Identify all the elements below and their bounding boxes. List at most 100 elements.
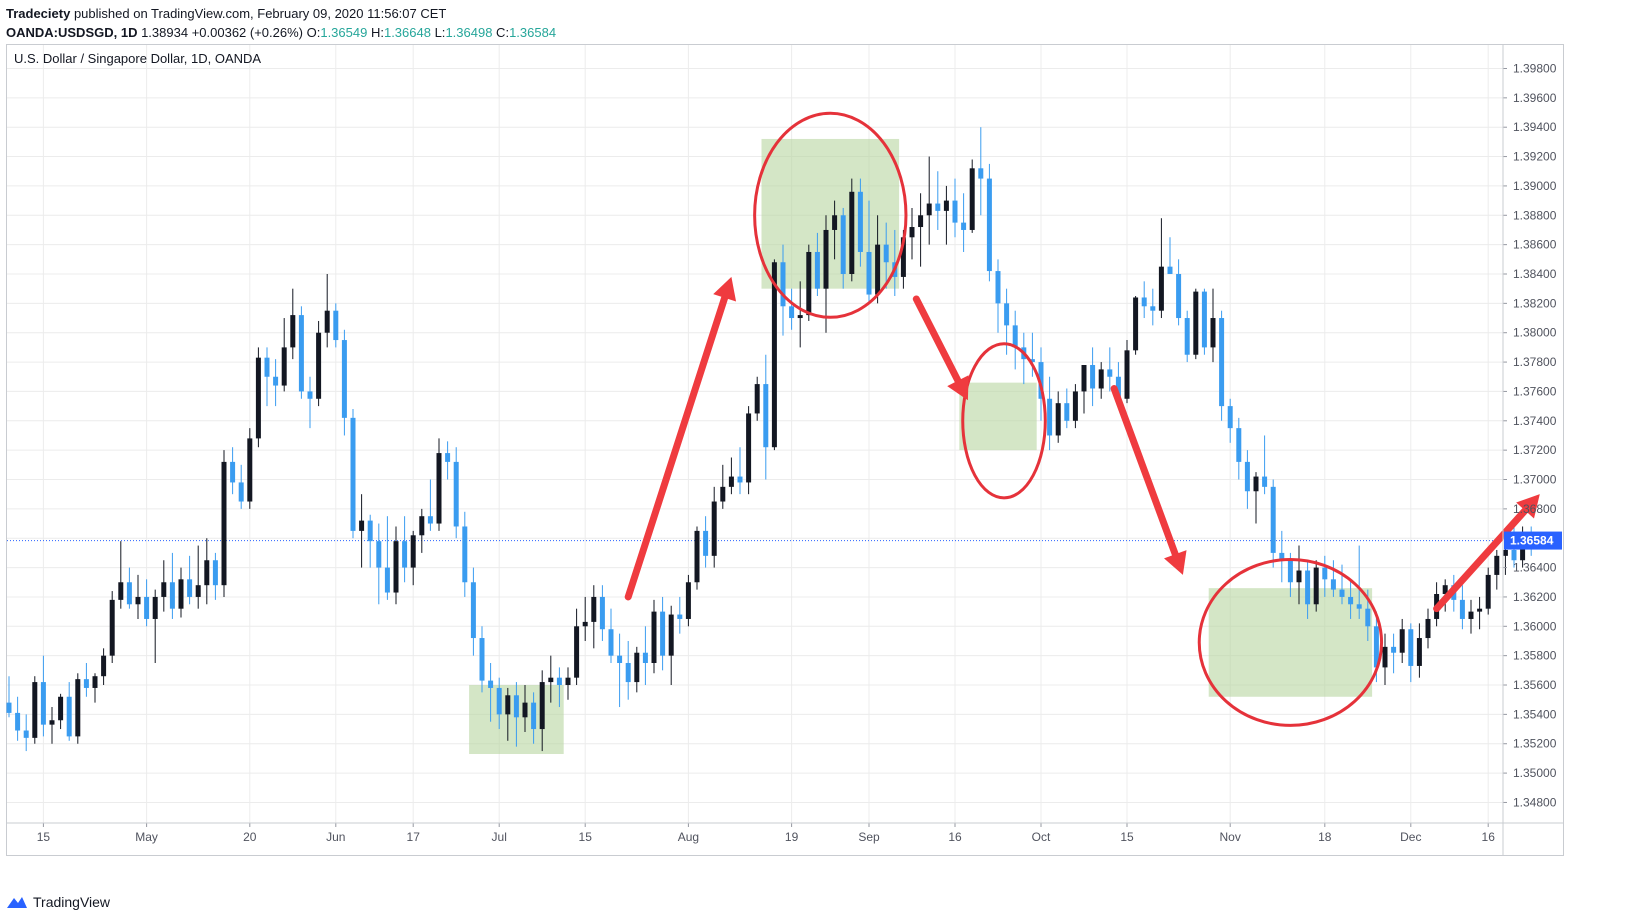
high-value: 1.36648 <box>383 25 431 40</box>
x-tick-label: Oct <box>1032 830 1051 844</box>
trend-arrow-shaft <box>912 295 962 385</box>
candle-body <box>943 200 949 211</box>
candle-body <box>849 191 855 274</box>
y-tick-label: 1.36000 <box>1513 619 1557 633</box>
candle-body <box>1236 428 1242 462</box>
candle-body <box>694 530 700 583</box>
candle-body <box>1322 567 1328 580</box>
candle-body <box>926 203 932 216</box>
candle-body <box>1279 552 1285 561</box>
candle-body <box>918 215 924 228</box>
candle-body <box>1468 611 1474 619</box>
author-name[interactable]: Tradeciety <box>6 6 71 21</box>
trend-arrow-head <box>1164 550 1187 575</box>
candle-body <box>1072 391 1078 421</box>
low-label: L: <box>430 25 446 40</box>
candle-body <box>1502 549 1508 556</box>
candle-body <box>1391 646 1397 653</box>
candle-body <box>1425 618 1431 639</box>
candle-body <box>1227 406 1233 429</box>
x-tick-label: 16 <box>1482 830 1496 844</box>
candle-body <box>1296 570 1302 583</box>
symbol-label: OANDA:USDSGD, 1D <box>6 25 138 40</box>
y-tick-label: 1.39400 <box>1513 120 1557 134</box>
candle-body <box>23 730 29 738</box>
y-tick-label: 1.35800 <box>1513 649 1557 663</box>
candle-body <box>92 676 98 688</box>
x-tick-label: 19 <box>785 830 799 844</box>
y-tick-label: 1.35400 <box>1513 707 1557 721</box>
candle-body <box>505 695 511 715</box>
candle-body <box>255 357 261 439</box>
trend-arrow-head <box>947 375 969 401</box>
candle-body <box>1219 318 1225 407</box>
last-price: 1.38934 <box>137 25 189 40</box>
x-tick-label: Aug <box>678 830 699 844</box>
y-tick-label: 1.36800 <box>1513 502 1557 516</box>
candle-body <box>969 168 975 230</box>
tradingview-logo-icon[interactable] <box>6 894 28 910</box>
candle-body <box>58 696 64 721</box>
candle-body <box>539 682 545 730</box>
axes-layer: 1.34800 1.35000 1.35200 1.35400 1.35600 1.358… <box>7 45 1563 855</box>
candle-body <box>221 461 227 586</box>
candle-body <box>548 677 554 683</box>
candle-body <box>1201 291 1207 348</box>
candle-body <box>402 541 408 568</box>
x-tick-label: 17 <box>407 830 421 844</box>
close-label: C: <box>492 25 510 40</box>
candle-body <box>83 679 89 688</box>
candle-body <box>814 251 820 289</box>
y-tick-label: 1.36400 <box>1513 561 1557 575</box>
brand-label[interactable]: TradingView <box>33 894 111 910</box>
y-tick-label: 1.39200 <box>1513 150 1557 164</box>
candle-body <box>445 453 451 462</box>
candle-body <box>797 315 803 319</box>
candle-body <box>1305 570 1311 605</box>
green-zone-box <box>959 382 1037 451</box>
candle-body <box>703 530 709 556</box>
chart-header: Tradeciety published on TradingView.com,… <box>6 4 556 42</box>
price-change: +0.00362 (+0.26%) <box>188 25 303 40</box>
candle-body <box>625 662 631 683</box>
candle-body <box>1098 369 1104 389</box>
candle-body <box>1004 303 1010 326</box>
candle-body <box>109 599 115 656</box>
candle-body <box>823 229 829 289</box>
candle-body <box>1494 555 1500 575</box>
candle-body <box>384 567 390 593</box>
candle-body <box>333 310 339 341</box>
candle-body <box>118 582 124 600</box>
y-tick-label: 1.38200 <box>1513 296 1557 310</box>
footer: TradingView <box>6 894 110 910</box>
candle-body <box>754 384 760 414</box>
candle-body <box>771 262 777 448</box>
candle-body <box>720 486 726 502</box>
candle-body <box>556 677 562 686</box>
candles-layer <box>6 127 1534 752</box>
candle-body <box>1141 297 1147 307</box>
high-label: H: <box>367 25 384 40</box>
chart-frame[interactable] <box>6 44 1564 856</box>
candle-body <box>995 271 1001 304</box>
publish-line: Tradeciety published on TradingView.com,… <box>6 4 556 23</box>
candle-body <box>187 579 193 597</box>
y-tick-label: 1.37200 <box>1513 443 1557 457</box>
open-label: O: <box>303 25 321 40</box>
candle-body <box>238 482 244 502</box>
candle-body <box>1090 365 1096 389</box>
candle-body <box>324 310 330 333</box>
y-tick-label: 1.37400 <box>1513 414 1557 428</box>
candle-body <box>75 679 81 737</box>
candle-body <box>496 687 502 715</box>
candle-body <box>281 347 287 386</box>
candle-body <box>1485 574 1491 609</box>
candle-body <box>1047 398 1053 436</box>
candle-body <box>1193 291 1199 355</box>
candle-body <box>986 178 992 272</box>
candle-body <box>1399 629 1405 653</box>
x-tick-label: Sep <box>858 830 880 844</box>
y-tick-label: 1.37800 <box>1513 355 1557 369</box>
y-tick-label: 1.34800 <box>1513 795 1557 809</box>
